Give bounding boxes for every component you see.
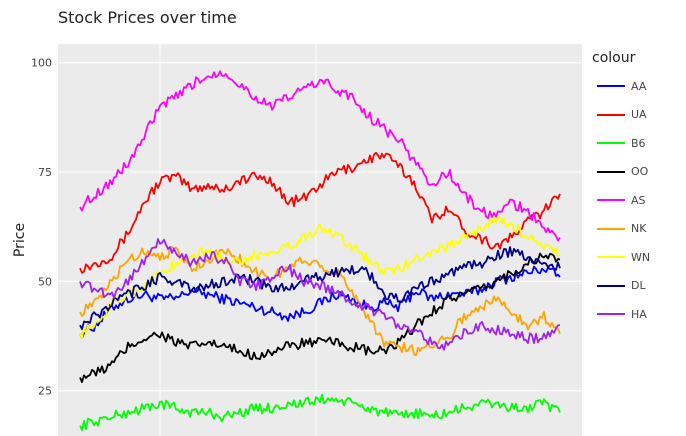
- legend-label: DL: [631, 279, 646, 293]
- series-line-dl: [79, 246, 561, 330]
- legend-swatch: [597, 85, 625, 88]
- legend-item-oo[interactable]: OO: [592, 158, 682, 187]
- series-line-ua: [79, 151, 561, 274]
- legend-label: UA: [631, 108, 647, 122]
- y-tick-label: 25: [38, 385, 52, 398]
- series-lines: [79, 70, 561, 432]
- legend-swatch: [597, 313, 625, 316]
- plot-background: [58, 44, 582, 436]
- legend-item-aa[interactable]: AA: [592, 72, 682, 101]
- legend-label: AA: [631, 79, 647, 93]
- legend-label: OO: [631, 165, 649, 179]
- legend-item-wn[interactable]: WN: [592, 243, 682, 272]
- legend-swatch: [597, 256, 625, 259]
- legend-label: HA: [631, 307, 647, 321]
- legend-item-dl[interactable]: DL: [592, 272, 682, 301]
- legend-label: B6: [631, 136, 646, 150]
- legend-swatch: [597, 170, 625, 173]
- legend-label: AS: [631, 193, 646, 207]
- legend-label: NK: [631, 222, 647, 236]
- legend-item-ua[interactable]: UA: [592, 101, 682, 130]
- y-tick-label: 100: [31, 57, 52, 70]
- y-tick-label: 75: [38, 166, 52, 179]
- legend-swatch: [597, 199, 625, 202]
- y-axis: 25 50 75 100: [31, 57, 52, 398]
- legend-item-as[interactable]: AS: [592, 186, 682, 215]
- legend-swatch: [597, 113, 625, 116]
- series-line-b6: [79, 393, 561, 432]
- legend-label: WN: [631, 250, 651, 264]
- series-line-ha: [79, 238, 561, 351]
- legend-item-b6[interactable]: B6: [592, 129, 682, 158]
- y-axis-label: Price: [12, 223, 28, 257]
- legend[interactable]: colour AA UA B6 OO AS NK WN DL HA: [592, 50, 682, 329]
- legend-item-ha[interactable]: HA: [592, 300, 682, 329]
- legend-swatch: [597, 227, 625, 230]
- y-tick-label: 50: [38, 275, 52, 288]
- legend-title: colour: [592, 50, 636, 66]
- legend-item-nk[interactable]: NK: [592, 215, 682, 244]
- series-line-as: [79, 70, 561, 242]
- chart-title: Stock Prices over time: [58, 8, 237, 27]
- series-line-oo: [79, 252, 561, 383]
- legend-swatch: [597, 142, 625, 145]
- legend-swatch: [597, 284, 625, 287]
- series-line-nk: [79, 246, 561, 356]
